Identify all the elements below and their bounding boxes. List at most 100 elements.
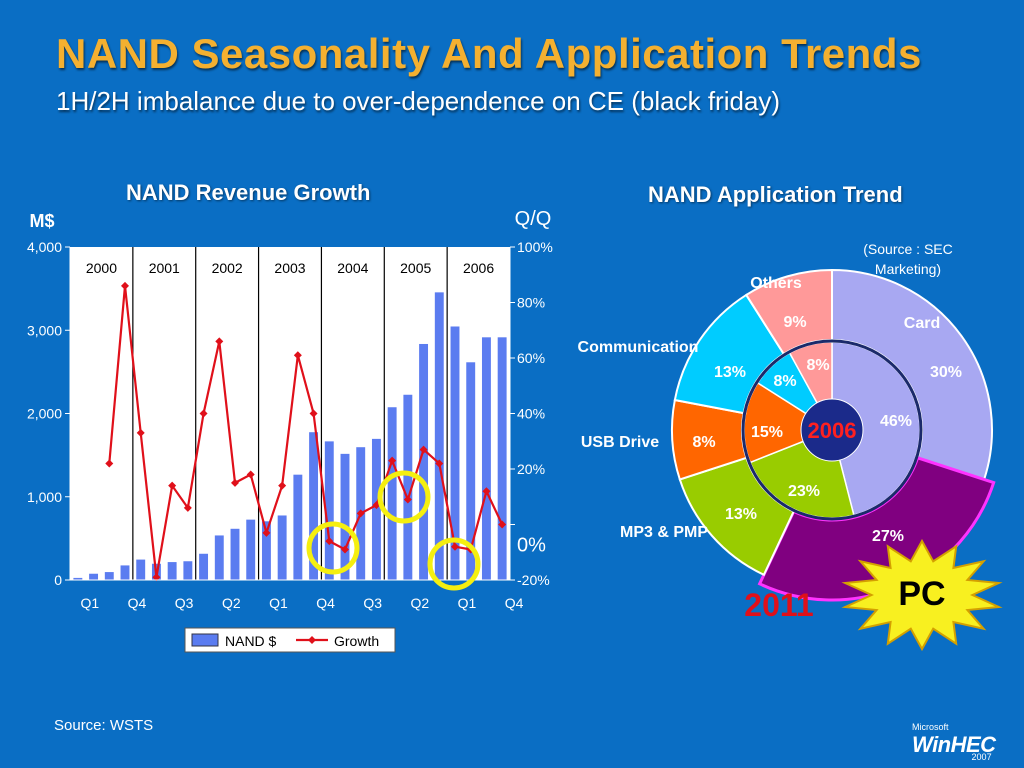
category-label-usb: USB Drive xyxy=(581,434,659,451)
growth-marker xyxy=(262,528,271,537)
inner-pct-label: 8% xyxy=(773,373,796,390)
revenue-chart-title: NAND Revenue Growth xyxy=(126,180,371,205)
center-disc xyxy=(800,398,864,462)
revenue-bar xyxy=(214,534,225,581)
growth-marker xyxy=(105,459,114,468)
year-label: 2000 xyxy=(86,260,117,276)
source-note: Source: WSTS xyxy=(54,717,154,734)
growth-marker xyxy=(136,428,145,437)
right-tick-label: 40% xyxy=(517,406,545,422)
growth-marker xyxy=(482,487,491,496)
year-label: 2005 xyxy=(400,260,431,276)
winhec-logo: Microsoft WinHEC 2007 xyxy=(912,722,996,762)
growth-marker xyxy=(183,503,192,512)
category-label-card: Card xyxy=(904,315,940,332)
highlight-circle xyxy=(306,521,360,575)
right-tick-label: 80% xyxy=(517,295,545,311)
growth-marker xyxy=(498,520,507,529)
inner-pct-label: 8% xyxy=(806,357,829,374)
slide-subtitle: 1H/2H imbalance due to over-dependence o… xyxy=(56,86,781,116)
inner-pct-label: 46% xyxy=(880,413,912,430)
revenue-bar xyxy=(496,336,508,581)
growth-marker xyxy=(215,337,224,346)
right-tick-label: 20% xyxy=(517,461,545,477)
growth-marker xyxy=(293,351,302,360)
category-label-others: Others xyxy=(750,275,802,292)
year-label: 2002 xyxy=(212,260,243,276)
x-tick-label: Q4 xyxy=(316,595,335,611)
revenue-bar xyxy=(292,473,304,581)
revenue-bar xyxy=(119,564,131,581)
revenue-bar xyxy=(229,527,241,581)
revenue-bar xyxy=(434,291,445,581)
legend-bar-swatch xyxy=(191,633,219,647)
growth-marker xyxy=(451,542,459,551)
outer-pct-label: 9% xyxy=(783,314,806,331)
slide-title: NAND Seasonality And Application Trends xyxy=(56,30,922,77)
revenue-bar xyxy=(386,406,398,581)
legend-label-growth: Growth xyxy=(334,633,379,649)
right-tick-label: 0% xyxy=(517,535,546,557)
growth-marker xyxy=(152,573,161,582)
left-tick-label: 3,000 xyxy=(27,322,62,338)
revenue-bar xyxy=(339,453,351,581)
pc-starburst xyxy=(841,538,1003,652)
category-label-mp3: MP3 & PMP xyxy=(620,524,708,541)
growth-marker xyxy=(388,456,397,465)
center-year-label: 2006 xyxy=(808,418,857,443)
x-tick-label: Q3 xyxy=(363,595,382,611)
growth-marker xyxy=(341,545,349,554)
category-label-communication: Communication xyxy=(578,339,699,356)
legend-line-marker xyxy=(308,636,316,644)
revenue-bar xyxy=(276,514,288,581)
growth-line xyxy=(108,285,504,578)
inner-pct-label: 15% xyxy=(751,424,783,441)
revenue-bar xyxy=(166,561,178,581)
legend-label-nand: NAND $ xyxy=(225,633,277,649)
year-label: 2006 xyxy=(463,260,494,276)
revenue-bar xyxy=(481,336,492,581)
left-tick-label: 2,000 xyxy=(27,406,62,422)
x-tick-label: Q2 xyxy=(411,595,430,611)
growth-marker xyxy=(278,481,287,490)
right-tick-label: 60% xyxy=(517,350,545,366)
outer-pct-label: 13% xyxy=(714,364,746,381)
x-tick-label: Q4 xyxy=(505,595,524,611)
inner-ring-outline xyxy=(741,339,923,521)
growth-marker xyxy=(435,459,444,468)
growth-marker xyxy=(231,478,239,487)
x-tick-label: Q3 xyxy=(175,595,194,611)
outer-pct-label: 13% xyxy=(725,506,757,523)
revenue-bar xyxy=(245,518,256,581)
outer-year-label: 2011 xyxy=(744,587,813,623)
donut-source-note: (Source : SEC Marketing) xyxy=(863,241,952,277)
x-tick-label: Q1 xyxy=(269,595,288,611)
growth-marker xyxy=(356,509,365,518)
right-axis-label: Q/Q xyxy=(515,208,552,230)
growth-marker xyxy=(246,470,255,479)
outer-pct-label: 27% xyxy=(872,528,904,545)
x-tick-label: Q1 xyxy=(81,595,100,611)
outer-pct-label: 8% xyxy=(692,434,715,451)
revenue-bar xyxy=(182,560,194,581)
x-tick-label: Q4 xyxy=(128,595,147,611)
growth-marker xyxy=(199,409,208,418)
year-label: 2004 xyxy=(337,260,368,276)
revenue-bar xyxy=(371,438,382,581)
highlight-circle xyxy=(427,537,481,591)
left-tick-label: 1,000 xyxy=(27,489,62,505)
outer-pct-label: 30% xyxy=(930,364,962,381)
right-tick-label: 100% xyxy=(517,239,553,255)
x-tick-label: Q2 xyxy=(222,595,241,611)
year-label: 2001 xyxy=(149,260,180,276)
growth-marker xyxy=(403,495,412,504)
inner-pct-label: 23% xyxy=(788,483,820,500)
x-tick-label: Q1 xyxy=(458,595,477,611)
year-label: 2003 xyxy=(274,260,305,276)
growth-marker xyxy=(325,537,334,546)
application-chart-title: NAND Application Trend xyxy=(648,182,903,207)
left-tick-label: 0 xyxy=(54,572,62,588)
revenue-bar xyxy=(88,572,99,581)
right-tick-label: -20% xyxy=(517,572,550,588)
left-axis-label: M$ xyxy=(29,211,54,231)
